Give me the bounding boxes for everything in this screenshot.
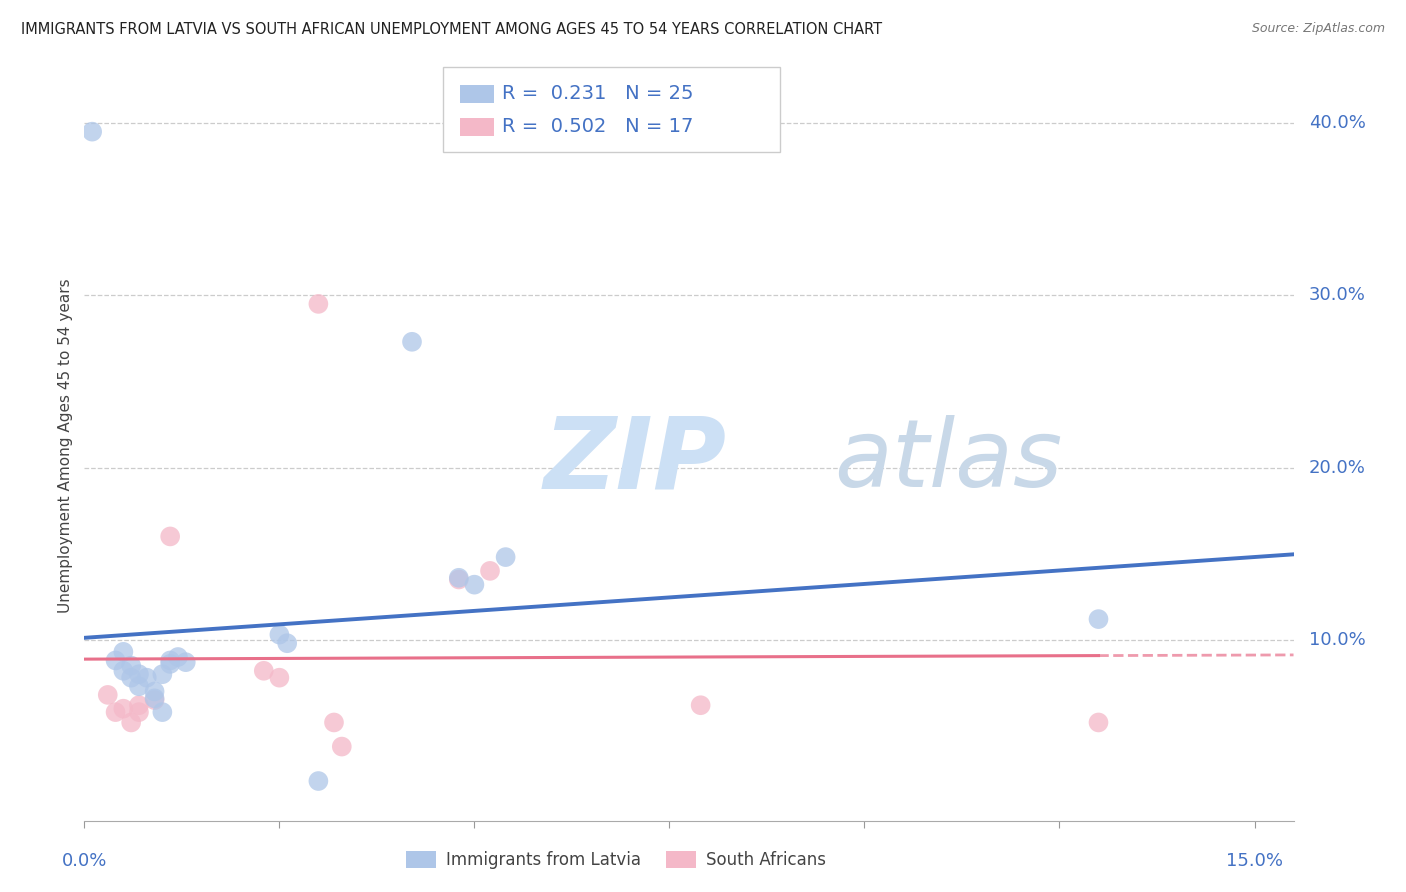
Point: [276, 636, 298, 650]
Point: [253, 664, 276, 678]
Point: [112, 664, 135, 678]
Text: 0.0%: 0.0%: [62, 852, 107, 870]
Point: [401, 334, 423, 349]
Point: [174, 655, 197, 669]
Point: [689, 698, 711, 713]
Text: ZIP: ZIP: [544, 412, 727, 509]
Y-axis label: Unemployment Among Ages 45 to 54 years: Unemployment Among Ages 45 to 54 years: [58, 278, 73, 614]
Point: [167, 650, 190, 665]
Point: [1087, 612, 1109, 626]
Point: [307, 774, 329, 789]
Point: [104, 705, 127, 719]
Point: [269, 671, 291, 685]
Text: 10.0%: 10.0%: [1309, 631, 1365, 648]
Point: [447, 573, 470, 587]
Text: 20.0%: 20.0%: [1309, 458, 1367, 476]
Point: [447, 571, 470, 585]
Text: atlas: atlas: [834, 416, 1063, 507]
Point: [159, 657, 181, 671]
Point: [135, 671, 157, 685]
Point: [1087, 715, 1109, 730]
Point: [495, 550, 517, 565]
Point: [128, 705, 150, 719]
Point: [479, 564, 502, 578]
Text: 30.0%: 30.0%: [1309, 286, 1367, 304]
Point: [307, 297, 329, 311]
Point: [143, 693, 166, 707]
Point: [143, 691, 166, 706]
Text: R =  0.231   N = 25: R = 0.231 N = 25: [502, 84, 693, 103]
Text: Source: ZipAtlas.com: Source: ZipAtlas.com: [1251, 22, 1385, 36]
Point: [150, 705, 173, 719]
Point: [112, 645, 135, 659]
Point: [159, 529, 181, 543]
Point: [112, 701, 135, 715]
Legend: Immigrants from Latvia, South Africans: Immigrants from Latvia, South Africans: [399, 845, 834, 876]
Point: [120, 658, 142, 673]
Point: [159, 653, 181, 667]
Point: [82, 125, 104, 139]
Point: [97, 688, 120, 702]
Point: [128, 679, 150, 693]
Point: [120, 671, 142, 685]
Point: [104, 653, 127, 667]
Point: [463, 577, 485, 591]
Text: R =  0.502   N = 17: R = 0.502 N = 17: [502, 117, 693, 136]
Point: [128, 698, 150, 713]
Text: 40.0%: 40.0%: [1309, 114, 1367, 132]
Point: [128, 667, 150, 681]
Point: [323, 715, 346, 730]
Point: [330, 739, 353, 754]
Text: IMMIGRANTS FROM LATVIA VS SOUTH AFRICAN UNEMPLOYMENT AMONG AGES 45 TO 54 YEARS C: IMMIGRANTS FROM LATVIA VS SOUTH AFRICAN …: [21, 22, 882, 37]
Text: 15.0%: 15.0%: [1226, 852, 1284, 870]
Point: [120, 715, 142, 730]
Point: [150, 667, 173, 681]
Point: [269, 627, 291, 641]
Point: [143, 684, 166, 698]
